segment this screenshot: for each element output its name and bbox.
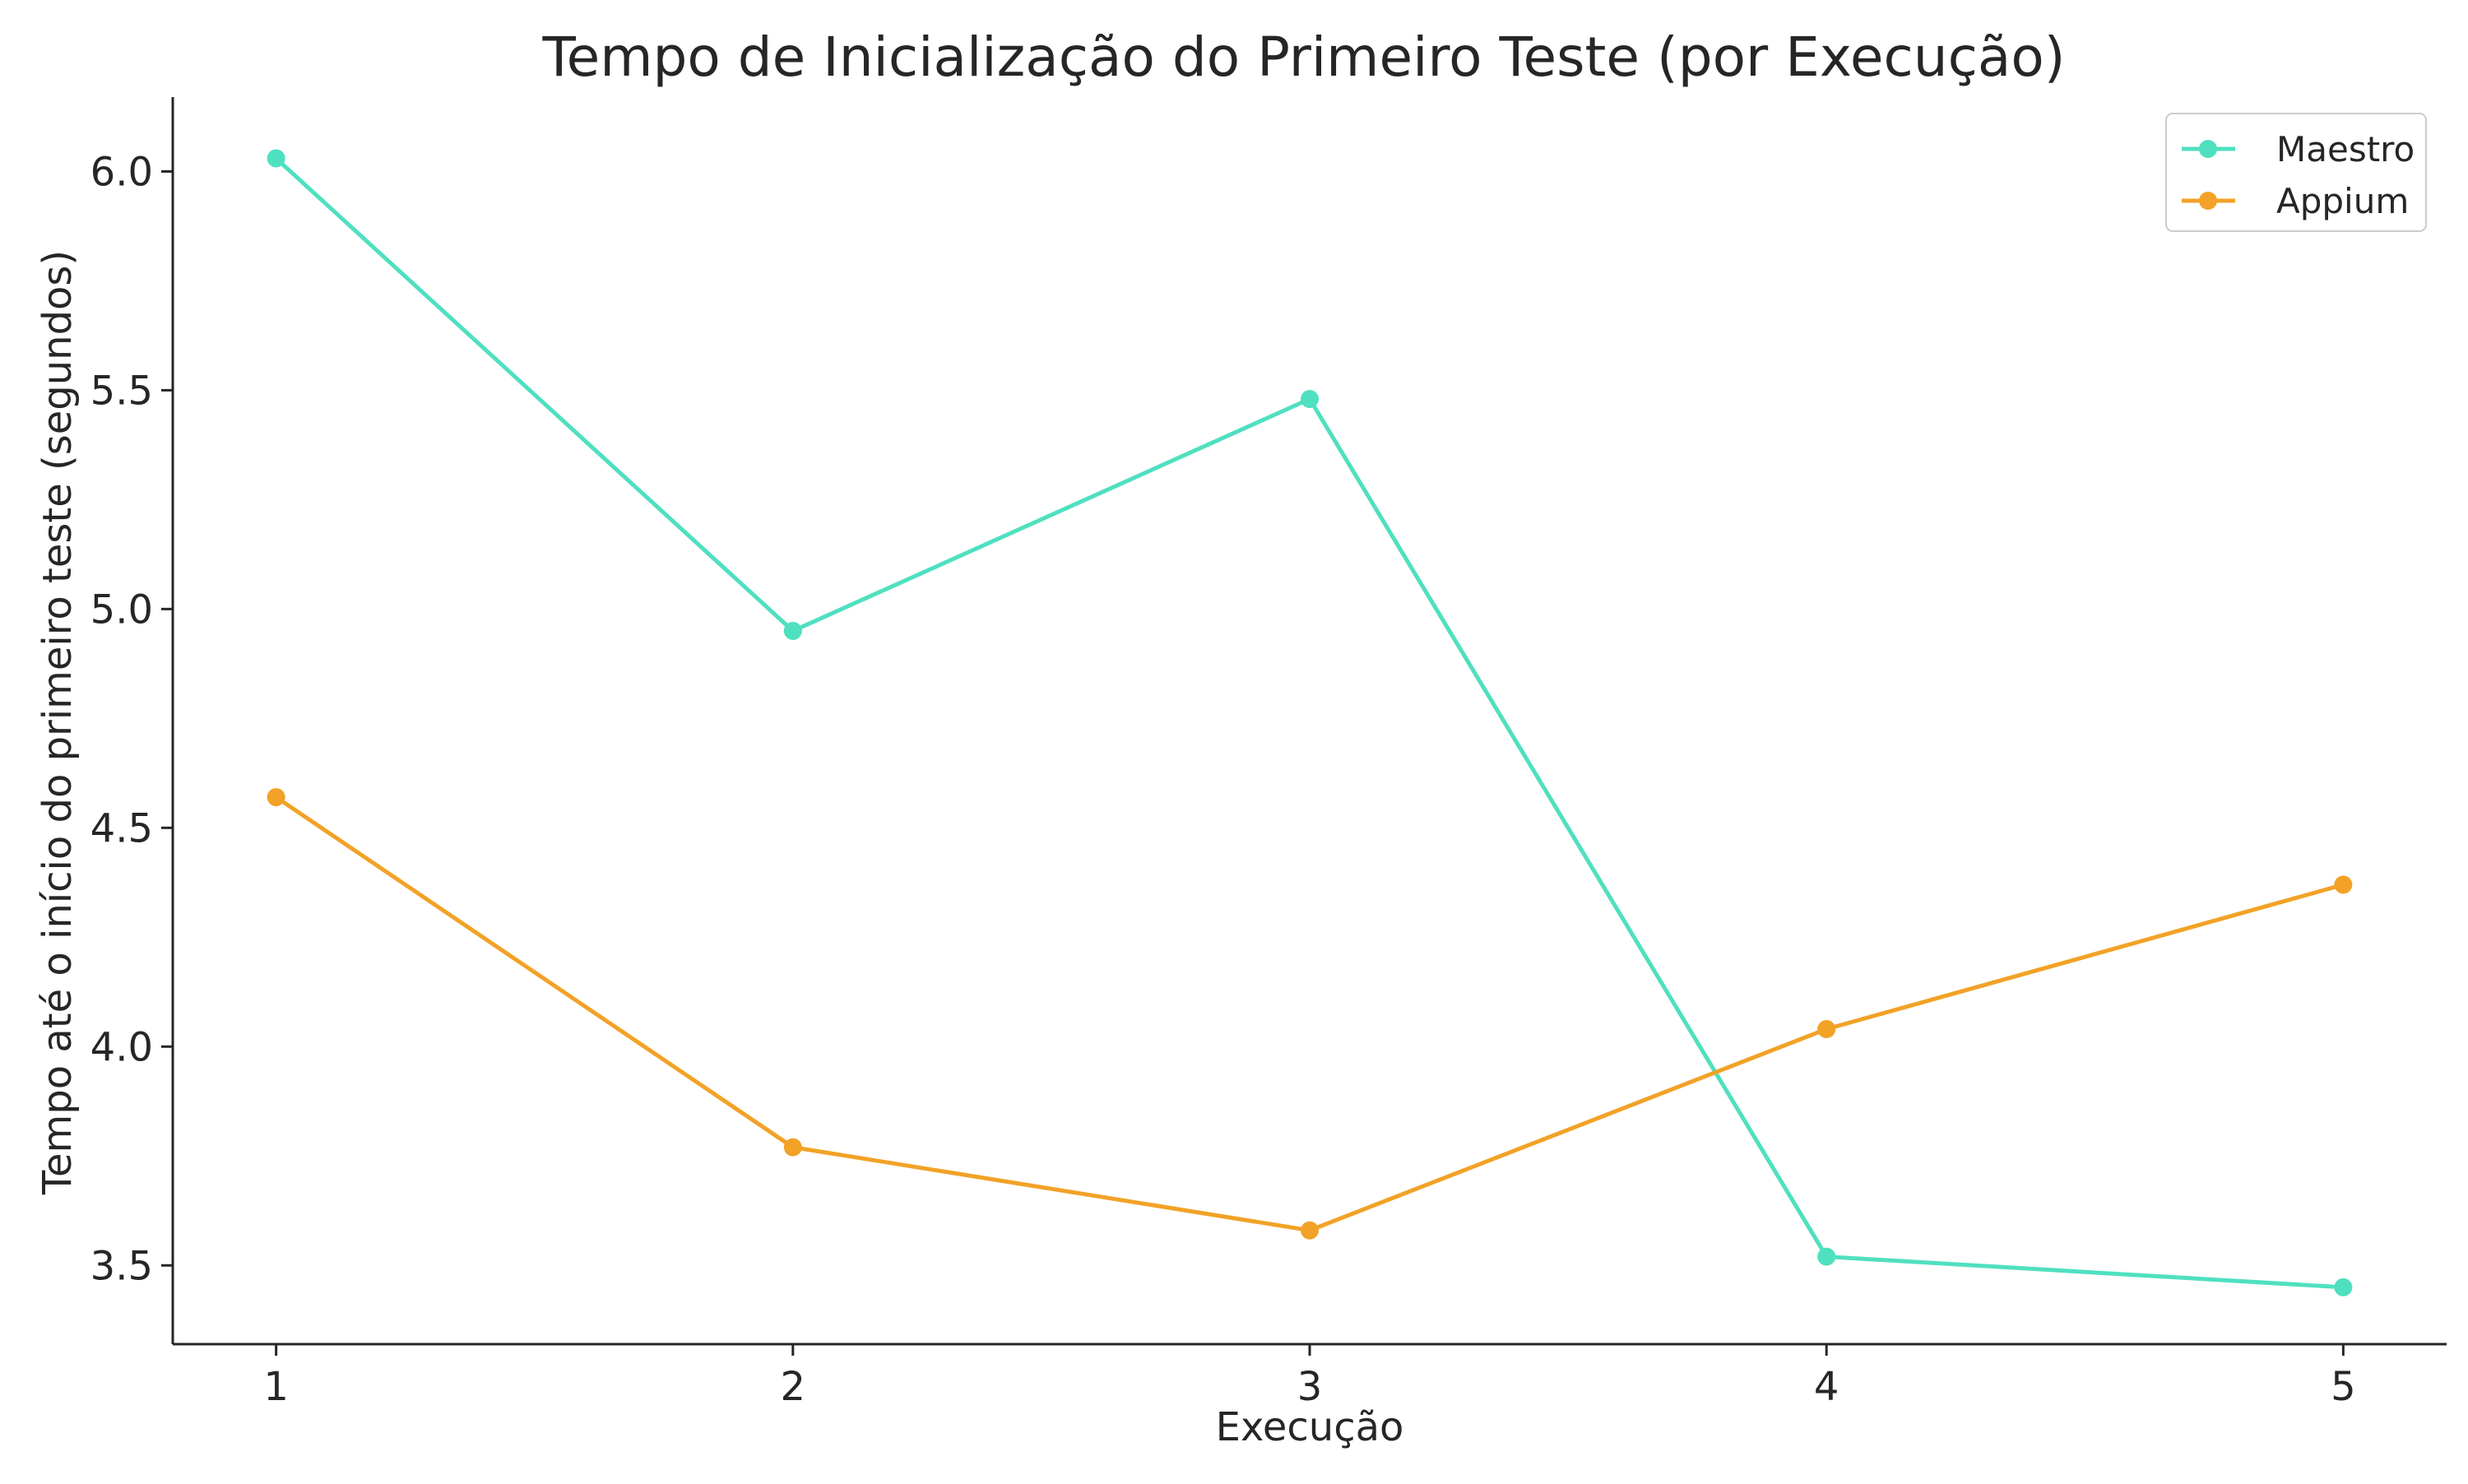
y-axis-ticks: 3.5 4.0 4.5 5.0 5.5 6.0	[90, 149, 173, 1289]
maestro-point	[267, 149, 285, 168]
x-tick-label: 3	[1297, 1364, 1323, 1410]
legend: Maestro Appium	[2165, 113, 2427, 232]
appium-point	[1301, 1221, 1319, 1240]
x-axis-ticks: 1 2 3 4 5	[263, 1344, 2356, 1410]
appium-line	[275, 795, 2345, 1233]
series-maestro	[267, 149, 2353, 1296]
y-tick-label: 5.5	[90, 368, 153, 414]
appium-point	[1817, 1020, 1836, 1039]
appium-point	[267, 788, 285, 807]
y-tick-label: 4.5	[90, 805, 153, 851]
x-axis-label: Execução	[1216, 1404, 1404, 1450]
y-tick-label: 3.5	[90, 1243, 153, 1289]
maestro-point	[1301, 390, 1319, 409]
x-tick-label: 2	[781, 1364, 806, 1410]
y-axis-label: Tempo até o início do primeiro teste (se…	[35, 250, 81, 1195]
legend-items: Maestro Appium	[2182, 129, 2415, 221]
maestro-point	[1817, 1247, 1836, 1266]
series-lines	[267, 149, 2353, 1296]
legend-label-maestro: Maestro	[2276, 129, 2415, 169]
series-appium	[267, 788, 2353, 1240]
x-tick-label: 5	[2331, 1364, 2356, 1410]
axes	[171, 97, 2447, 1346]
maestro-point	[783, 621, 802, 640]
legend-marker-appium	[2199, 192, 2217, 210]
maestro-point	[2334, 1278, 2353, 1296]
appium-point	[783, 1138, 802, 1157]
appium-point	[2334, 875, 2353, 894]
maestro-line	[274, 156, 2344, 1290]
x-tick-label: 1	[263, 1364, 289, 1410]
y-tick-label: 6.0	[90, 149, 153, 195]
legend-marker-maestro	[2199, 140, 2217, 158]
x-tick-label: 4	[1814, 1364, 1839, 1410]
chart-title: Tempo de Inicialização do Primeiro Teste…	[542, 26, 2066, 89]
legend-item-maestro: Maestro	[2182, 129, 2415, 169]
legend-label-appium: Appium	[2276, 181, 2409, 221]
y-tick-label: 5.0	[90, 587, 153, 633]
y-tick-label: 4.0	[90, 1024, 153, 1070]
legend-item-appium: Appium	[2182, 181, 2409, 221]
